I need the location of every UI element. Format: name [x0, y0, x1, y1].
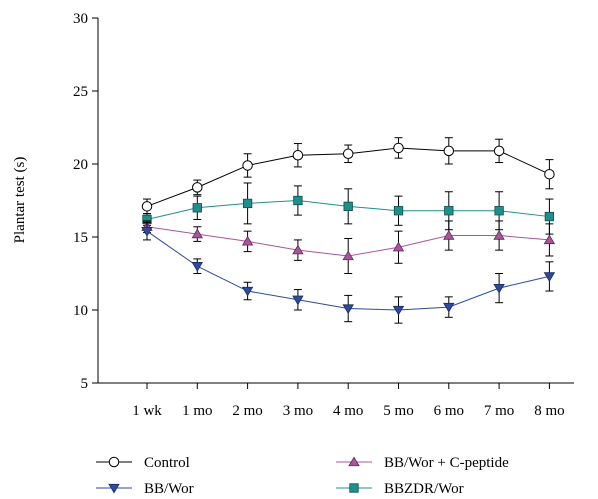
x-tick-label: 3 mo: [283, 403, 313, 419]
x-tick-label: 2 mo: [232, 403, 262, 419]
data-point: [292, 244, 304, 255]
data-point: [241, 286, 254, 297]
data-point: [494, 206, 504, 216]
data-point: [443, 302, 455, 313]
series-control: [141, 137, 555, 215]
y-tick-label: 20: [73, 157, 88, 173]
series-layer: [141, 137, 556, 324]
data-point: [242, 160, 253, 171]
data-point: [443, 230, 455, 240]
x-tick-label: 5 mo: [383, 403, 413, 419]
x-tick-label: 8 mo: [534, 403, 564, 419]
legend-marker: [108, 483, 120, 494]
legend-item: BBZDR/Wor: [336, 481, 464, 497]
data-point: [544, 168, 555, 180]
axes: [97, 18, 574, 384]
data-point: [191, 228, 203, 239]
data-point: [443, 145, 455, 157]
legend-label: BB/Wor: [144, 481, 194, 497]
legend-marker: [108, 456, 120, 468]
legend-label: BBZDR/Wor: [384, 481, 464, 497]
x-tick-label: 4 mo: [333, 403, 363, 419]
data-point: [393, 142, 404, 154]
series-bb-wor-c-peptide: [141, 220, 556, 274]
data-point: [342, 250, 354, 261]
x-axis-ticks: 1 wk 1 mo 2 mo 3 mo 4 mo 5 mo 6 mo 7 mo 8 mo: [132, 383, 565, 419]
data-point: [393, 206, 404, 216]
data-point: [242, 198, 253, 209]
data-point: [192, 182, 203, 193]
y-tick-label: 10: [73, 303, 88, 319]
x-tick-label: 6 mo: [434, 403, 464, 419]
x-tick-label: 1 mo: [182, 403, 212, 419]
legend-label: BB/Wor + C-peptide: [384, 455, 509, 471]
y-tick-label: 30: [73, 11, 88, 27]
data-point: [342, 304, 354, 315]
series-bb-wor: [141, 221, 556, 324]
legend-item: BB/Wor + C-peptide: [336, 455, 509, 471]
data-point: [191, 262, 203, 272]
x-tick-label: 7 mo: [484, 403, 514, 419]
legend-item: BB/Wor: [96, 481, 194, 497]
data-point: [342, 148, 354, 160]
data-point: [343, 201, 353, 211]
legend-label: Control: [144, 455, 190, 471]
y-tick-label: 5: [81, 376, 89, 392]
data-point: [493, 230, 505, 240]
legend: Control BB/Wor BB/Wor + C-peptide BBZDR/Wor: [96, 455, 509, 497]
y-tick-label: 15: [73, 230, 88, 246]
data-point: [392, 241, 405, 252]
data-point: [241, 235, 254, 246]
data-point: [292, 295, 304, 306]
y-axis-ticks: 5 10 15 20 25 30: [73, 11, 98, 392]
data-point: [543, 234, 556, 245]
data-point: [493, 145, 505, 157]
data-point: [444, 206, 454, 216]
data-point: [292, 149, 304, 161]
data-point: [493, 283, 505, 294]
data-point: [293, 195, 303, 206]
data-point: [392, 305, 405, 316]
x-tick-label: 1 wk: [132, 403, 162, 419]
legend-marker: [349, 483, 359, 493]
y-tick-label: 25: [73, 84, 88, 100]
legend-item: Control: [96, 455, 190, 471]
data-point: [544, 211, 555, 222]
y-axis-title: Plantar test (s): [12, 157, 28, 244]
data-point: [141, 201, 153, 212]
data-point: [141, 227, 153, 237]
data-point: [192, 203, 202, 213]
legend-marker: [348, 456, 360, 467]
data-point: [543, 272, 556, 282]
series-bbzdr-wor: [142, 182, 555, 235]
